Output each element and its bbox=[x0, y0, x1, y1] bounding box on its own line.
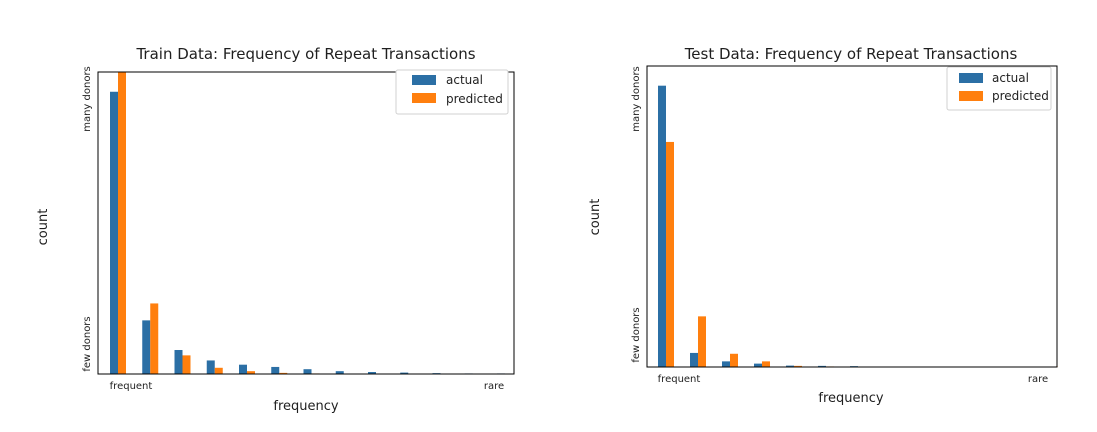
train-bar-actual-8 bbox=[368, 372, 376, 374]
test-y-tick-few-donors: few donors bbox=[631, 307, 642, 362]
train-y-axis-label: count bbox=[36, 209, 51, 246]
test-legend-swatch-predicted bbox=[959, 91, 983, 101]
train-bar-actual-6 bbox=[303, 369, 312, 374]
test-bar-actual-1 bbox=[690, 352, 698, 367]
train-bar-predicted-1 bbox=[150, 303, 159, 374]
train-bar-predicted-5 bbox=[279, 372, 288, 374]
train-bar-actual-2 bbox=[174, 350, 183, 374]
train-bar-predicted-0 bbox=[118, 72, 126, 374]
test-bars bbox=[658, 85, 1058, 367]
test-plot-frame bbox=[646, 65, 1058, 368]
train-legend-label-predicted: predicted bbox=[446, 92, 503, 106]
test-chart: Test Data: Frequency of Repeat Transacti… bbox=[588, 45, 1058, 406]
train-bar-actual-4 bbox=[239, 364, 247, 374]
test-bar-actual-5 bbox=[818, 365, 826, 367]
test-bar-predicted-4 bbox=[794, 365, 802, 367]
test-y-axis-label: count bbox=[588, 199, 603, 236]
train-bar-actual-0 bbox=[110, 91, 118, 374]
test-chart-title: Test Data: Frequency of Repeat Transacti… bbox=[684, 45, 1018, 63]
test-bar-predicted-1 bbox=[698, 316, 706, 367]
train-bar-actual-5 bbox=[271, 366, 280, 374]
test-legend: actual predicted bbox=[946, 66, 1052, 111]
train-bar-actual-9 bbox=[400, 372, 409, 374]
test-x-tick-rare: rare bbox=[1028, 374, 1048, 385]
train-x-axis-label: frequency bbox=[273, 399, 339, 414]
train-legend-label-actual: actual bbox=[446, 73, 483, 87]
train-bar-predicted-2 bbox=[182, 355, 191, 374]
test-legend-label-predicted: predicted bbox=[992, 89, 1049, 103]
train-x-tick-rare: rare bbox=[484, 381, 504, 392]
train-plot-frame bbox=[97, 71, 515, 375]
test-bar-actual-2 bbox=[722, 361, 730, 367]
train-bar-predicted-3 bbox=[214, 367, 223, 374]
test-legend-label-actual: actual bbox=[992, 71, 1029, 85]
train-legend: actual predicted bbox=[395, 69, 509, 115]
test-legend-swatch-actual bbox=[959, 73, 983, 83]
test-bar-actual-3 bbox=[754, 363, 762, 367]
test-y-tick-many-donors: many donors bbox=[631, 66, 642, 132]
train-x-tick-frequent: frequent bbox=[110, 381, 153, 392]
test-bar-actual-4 bbox=[786, 365, 794, 367]
train-chart: Train Data: Frequency of Repeat Transact… bbox=[36, 45, 515, 414]
train-bar-actual-7 bbox=[335, 371, 344, 374]
train-y-tick-many-donors: many donors bbox=[82, 66, 93, 132]
test-x-axis-label: frequency bbox=[818, 391, 884, 406]
test-bar-predicted-3 bbox=[762, 361, 770, 367]
train-legend-swatch-actual bbox=[412, 75, 436, 85]
train-legend-swatch-predicted bbox=[412, 93, 436, 103]
test-bar-predicted-0 bbox=[666, 141, 674, 367]
train-bars bbox=[110, 72, 513, 374]
test-bar-predicted-2 bbox=[730, 353, 738, 367]
train-chart-title: Train Data: Frequency of Repeat Transact… bbox=[135, 45, 475, 63]
train-bar-actual-1 bbox=[142, 320, 151, 374]
test-x-tick-frequent: frequent bbox=[658, 374, 701, 385]
train-bar-actual-3 bbox=[206, 360, 215, 374]
test-bar-actual-0 bbox=[658, 85, 666, 367]
train-bar-predicted-4 bbox=[247, 371, 255, 374]
train-y-tick-few-donors: few donors bbox=[82, 316, 93, 371]
